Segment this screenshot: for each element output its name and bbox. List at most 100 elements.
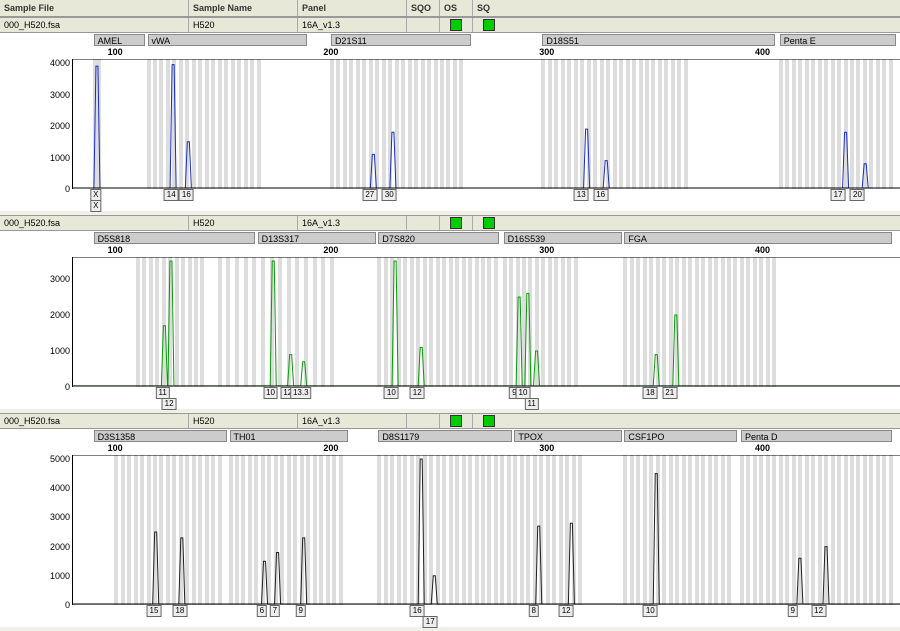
sample-name: H520: [189, 414, 298, 428]
allele-call[interactable]: 6: [257, 605, 267, 617]
sample-info-row: 000_H520.fsaH52016A_v1.3: [0, 413, 900, 429]
plot-region[interactable]: [73, 257, 900, 387]
locus-label: D8S1179: [378, 430, 512, 442]
col-sample-name: Sample Name: [189, 0, 298, 16]
allele-call[interactable]: 7: [270, 605, 280, 617]
y-tick: 5000: [50, 454, 70, 464]
x-tick: 300: [539, 443, 554, 453]
plot-region[interactable]: [73, 59, 900, 189]
allele-call[interactable]: 18: [172, 605, 187, 617]
y-axis: 01000200030004000: [0, 59, 73, 189]
allele-call[interactable]: 13.3: [290, 387, 312, 399]
status-icon: [483, 19, 495, 31]
os-status: [440, 18, 473, 32]
electropherogram-panel: 000_H520.fsaH52016A_v1.3D5S818D13S317D7S…: [0, 215, 900, 409]
trace-line: [73, 59, 900, 189]
allele-row: 1518679161781210912: [0, 605, 900, 627]
x-tick: 100: [108, 245, 123, 255]
allele-call[interactable]: 30: [382, 189, 397, 201]
sample-info-row: 000_H520.fsaH52016A_v1.3: [0, 215, 900, 231]
col-os: OS: [440, 0, 473, 16]
sq-status: [473, 18, 505, 32]
x-axis: 100200300400: [0, 443, 900, 455]
sq-status: [473, 216, 505, 230]
allele-call[interactable]: 12: [559, 605, 574, 617]
electropherogram-panel: 000_H520.fsaH52016A_v1.3D3S1358TH01D8S11…: [0, 413, 900, 627]
x-tick: 200: [323, 47, 338, 57]
y-tick: 1000: [50, 571, 70, 581]
allele-call[interactable]: 13: [574, 189, 589, 201]
allele-call[interactable]: 16: [179, 189, 194, 201]
allele-call[interactable]: 12: [811, 605, 826, 617]
allele-call[interactable]: 17: [423, 616, 438, 628]
locus-label: D7S820: [378, 232, 499, 244]
status-icon: [450, 217, 462, 229]
sqo-status: [407, 216, 440, 230]
locus-label: D21S11: [331, 34, 471, 46]
y-tick: 4000: [50, 483, 70, 493]
y-tick: 0: [65, 382, 70, 392]
allele-call[interactable]: 20: [850, 189, 865, 201]
x-tick: 200: [323, 245, 338, 255]
allele-call[interactable]: 17: [831, 189, 846, 201]
status-icon: [483, 217, 495, 229]
locus-label: D18S51: [542, 34, 775, 46]
locus-row: D5S818D13S317D7S820D16S539FGA: [0, 231, 900, 245]
panel-name: 16A_v1.3: [298, 414, 407, 428]
sample-name: H520: [189, 18, 298, 32]
y-axis: 010002000300040005000: [0, 455, 73, 605]
col-panel: Panel: [298, 0, 407, 16]
x-axis: 100200300400: [0, 47, 900, 59]
x-tick: 100: [108, 443, 123, 453]
y-tick: 1000: [50, 153, 70, 163]
allele-row: 1112101213.31012910111821: [0, 387, 900, 409]
locus-label: CSF1PO: [624, 430, 736, 442]
locus-row: AMELvWA D21S11 D18S51 Penta E: [0, 33, 900, 47]
os-status: [440, 414, 473, 428]
locus-label: Penta D: [741, 430, 892, 442]
sqo-status: [407, 18, 440, 32]
x-tick: 400: [755, 245, 770, 255]
allele-call[interactable]: 12: [410, 387, 425, 399]
chart-area: 010002000300040005000: [0, 455, 900, 605]
allele-call[interactable]: X: [90, 200, 101, 212]
allele-call[interactable]: 11: [524, 398, 538, 410]
trace-line: [73, 257, 900, 387]
allele-call[interactable]: 10: [263, 387, 278, 399]
locus-label: D16S539: [504, 232, 623, 244]
status-icon: [450, 19, 462, 31]
y-tick: 3000: [50, 274, 70, 284]
allele-call[interactable]: 9: [788, 605, 798, 617]
trace-line: [73, 455, 900, 605]
y-tick: 2000: [50, 542, 70, 552]
y-tick: 0: [65, 184, 70, 194]
sample-file: 000_H520.fsa: [0, 18, 189, 32]
allele-call[interactable]: 12: [162, 398, 177, 410]
allele-call[interactable]: 10: [643, 605, 658, 617]
sq-status: [473, 414, 505, 428]
locus-label: vWA: [148, 34, 308, 46]
allele-call[interactable]: 16: [593, 189, 608, 201]
locus-label: Penta E: [780, 34, 897, 46]
sqo-status: [407, 414, 440, 428]
locus-label: AMEL: [94, 34, 146, 46]
plot-region[interactable]: [73, 455, 900, 605]
locus-label: D5S818: [94, 232, 256, 244]
allele-call[interactable]: 27: [362, 189, 377, 201]
x-tick: 100: [108, 47, 123, 57]
allele-call[interactable]: 8: [529, 605, 539, 617]
allele-call[interactable]: 18: [643, 387, 658, 399]
y-tick: 4000: [50, 58, 70, 68]
locus-row: D3S1358TH01D8S1179TPOXCSF1POPenta D: [0, 429, 900, 443]
allele-call[interactable]: 9: [296, 605, 306, 617]
panel-name: 16A_v1.3: [298, 216, 407, 230]
y-tick: 2000: [50, 310, 70, 320]
allele-call[interactable]: 14: [164, 189, 179, 201]
x-axis: 100200300400: [0, 245, 900, 257]
allele-call[interactable]: 10: [384, 387, 399, 399]
allele-call[interactable]: 21: [662, 387, 677, 399]
allele-call[interactable]: 15: [147, 605, 162, 617]
y-axis: 0100020003000: [0, 257, 73, 387]
y-tick: 0: [65, 600, 70, 610]
locus-label: FGA: [624, 232, 892, 244]
